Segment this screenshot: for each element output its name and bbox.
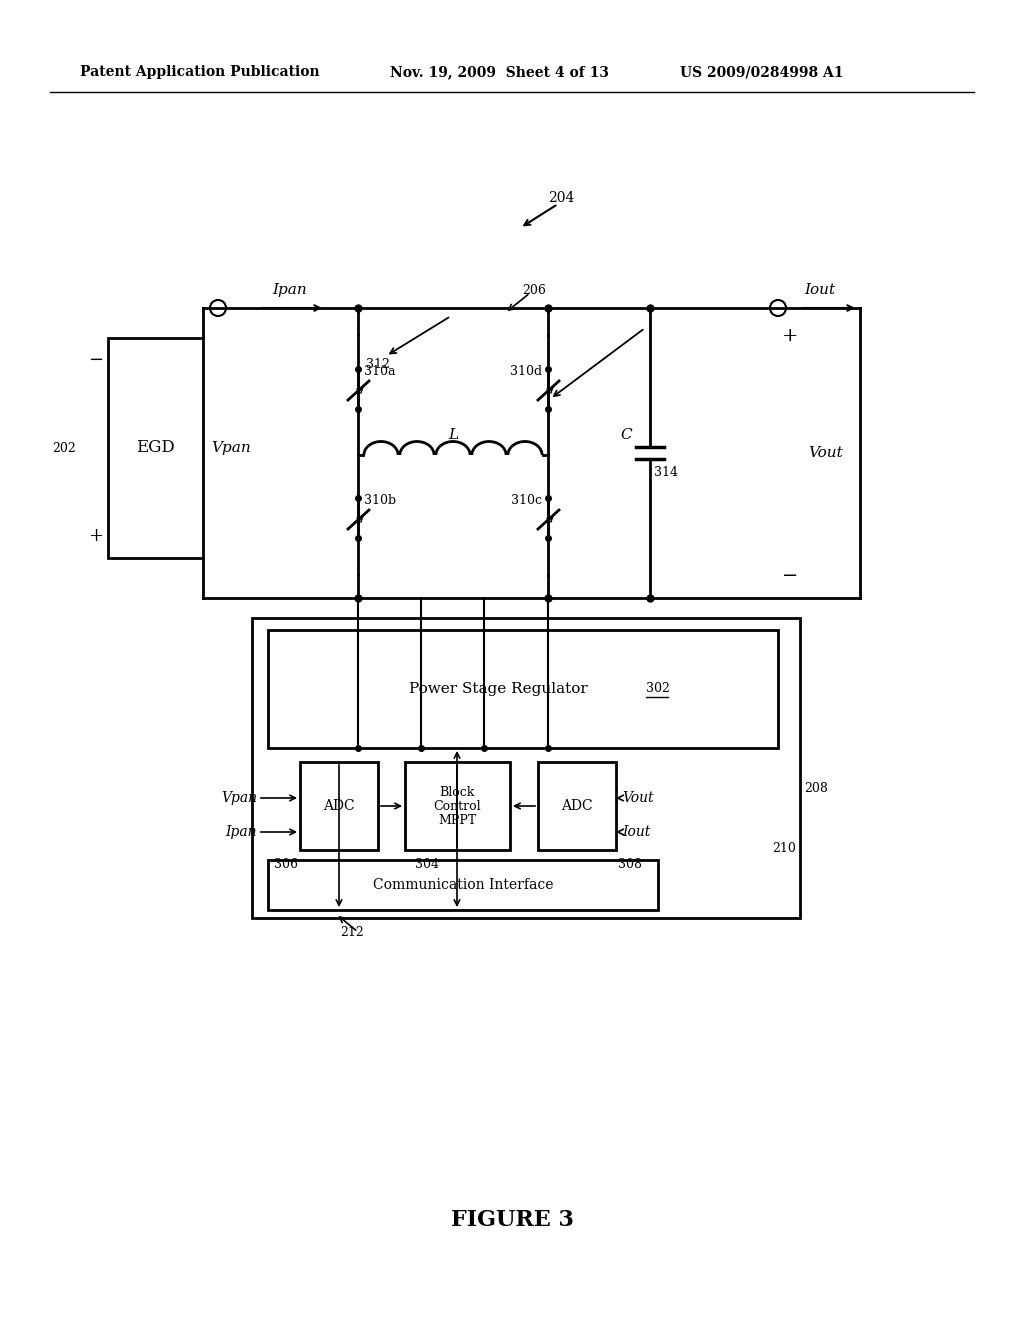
Text: Vpan: Vpan — [221, 791, 257, 805]
Bar — [268, 630, 778, 748]
Text: 212: 212 — [340, 925, 364, 939]
Text: 208: 208 — [804, 781, 827, 795]
Text: +: + — [88, 527, 103, 545]
Text: 304: 304 — [415, 858, 439, 870]
Text: 206: 206 — [522, 284, 546, 297]
Bar — [406, 762, 510, 850]
Text: 314: 314 — [654, 466, 678, 479]
Text: C: C — [621, 428, 632, 442]
Text: Iout: Iout — [805, 282, 836, 297]
Text: L: L — [447, 428, 458, 442]
Text: EGD: EGD — [136, 440, 175, 457]
Text: ADC: ADC — [561, 799, 593, 813]
Text: Nov. 19, 2009  Sheet 4 of 13: Nov. 19, 2009 Sheet 4 of 13 — [390, 65, 609, 79]
Text: 312: 312 — [366, 358, 390, 371]
Text: Power Stage Regulator: Power Stage Regulator — [409, 682, 588, 696]
Text: 310b: 310b — [364, 494, 396, 507]
Bar — [538, 762, 616, 850]
Text: 310a: 310a — [364, 366, 395, 378]
Text: 310d: 310d — [510, 366, 542, 378]
Text: Patent Application Publication: Patent Application Publication — [80, 65, 319, 79]
Text: 204: 204 — [548, 191, 574, 205]
Text: Vpan: Vpan — [211, 441, 251, 455]
Text: US 2009/0284998 A1: US 2009/0284998 A1 — [680, 65, 844, 79]
Text: Vout: Vout — [622, 791, 653, 805]
Bar — [252, 618, 800, 917]
Text: Ipan: Ipan — [272, 282, 307, 297]
Text: 302: 302 — [646, 682, 670, 696]
Text: MPPT: MPPT — [438, 813, 476, 826]
Text: Ipan: Ipan — [225, 825, 257, 840]
Bar — [108, 338, 203, 558]
Text: ADC: ADC — [324, 799, 354, 813]
Text: −: − — [781, 568, 798, 585]
Text: Block: Block — [439, 785, 475, 799]
Text: FIGURE 3: FIGURE 3 — [451, 1209, 573, 1232]
Text: Communication Interface: Communication Interface — [373, 878, 553, 892]
Text: 310c: 310c — [511, 494, 542, 507]
Text: −: − — [88, 351, 103, 370]
Text: Control: Control — [433, 800, 481, 813]
Text: 308: 308 — [618, 858, 642, 870]
Text: Iout: Iout — [622, 825, 650, 840]
Bar — [300, 762, 378, 850]
Text: 210: 210 — [772, 842, 796, 854]
Text: 306: 306 — [274, 858, 298, 870]
Text: 202: 202 — [52, 441, 76, 454]
Text: Vout: Vout — [808, 446, 843, 459]
Bar — [268, 861, 658, 909]
Text: +: + — [781, 327, 799, 345]
